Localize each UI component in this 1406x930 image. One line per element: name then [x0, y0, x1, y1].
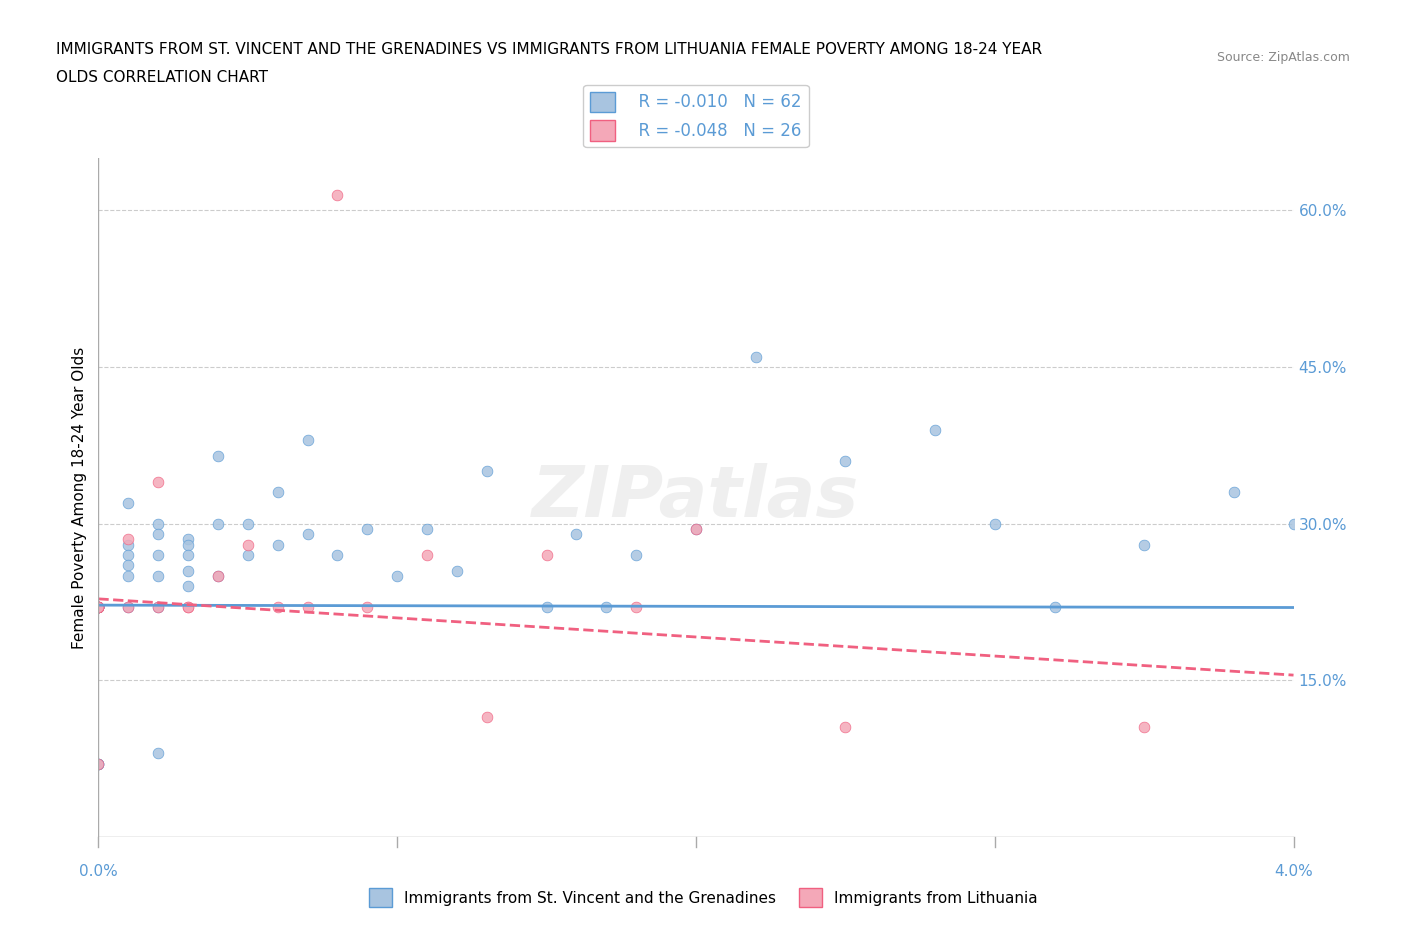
Point	[236, 538, 259, 552]
Point	[267, 485, 290, 499]
Point	[148, 526, 170, 541]
Point	[87, 756, 110, 771]
Point	[267, 600, 290, 615]
Point	[117, 538, 139, 552]
Point	[1133, 720, 1156, 735]
Point	[207, 448, 229, 463]
Legend:   R = -0.010   N = 62,   R = -0.048   N = 26: R = -0.010 N = 62, R = -0.048 N = 26	[583, 85, 808, 147]
Point	[148, 600, 170, 615]
Point	[87, 600, 110, 615]
Point	[87, 600, 110, 615]
Point	[385, 568, 409, 583]
Point	[297, 432, 319, 447]
Point	[87, 600, 110, 615]
Point	[87, 756, 110, 771]
Point	[148, 746, 170, 761]
Point	[595, 600, 617, 615]
Point	[207, 516, 229, 531]
Text: 0.0%: 0.0%	[79, 864, 118, 879]
Y-axis label: Female Poverty Among 18-24 Year Olds: Female Poverty Among 18-24 Year Olds	[72, 347, 87, 649]
Point	[416, 522, 439, 537]
Point	[117, 600, 139, 615]
Point	[983, 516, 1005, 531]
Point	[177, 564, 200, 578]
Point	[117, 548, 139, 563]
Point	[87, 600, 110, 615]
Point	[536, 600, 558, 615]
Point	[236, 516, 259, 531]
Point	[117, 496, 139, 511]
Point	[416, 548, 439, 563]
Point	[87, 756, 110, 771]
Point	[117, 532, 139, 547]
Text: IMMIGRANTS FROM ST. VINCENT AND THE GRENADINES VS IMMIGRANTS FROM LITHUANIA FEMA: IMMIGRANTS FROM ST. VINCENT AND THE GREN…	[56, 42, 1042, 57]
Point	[1282, 516, 1305, 531]
Point	[207, 568, 229, 583]
Point	[87, 756, 110, 771]
Point	[1402, 600, 1406, 615]
Point	[1043, 600, 1066, 615]
Point	[356, 522, 378, 537]
Point	[475, 464, 498, 479]
Point	[624, 600, 647, 615]
Point	[1222, 485, 1246, 499]
Point	[745, 349, 768, 364]
Point	[207, 568, 229, 583]
Point	[117, 568, 139, 583]
Point	[87, 600, 110, 615]
Point	[148, 568, 170, 583]
Point	[326, 548, 349, 563]
Point	[87, 600, 110, 615]
Text: OLDS CORRELATION CHART: OLDS CORRELATION CHART	[56, 70, 269, 85]
Point	[177, 532, 200, 547]
Point	[177, 578, 200, 593]
Point	[177, 538, 200, 552]
Point	[536, 548, 558, 563]
Point	[87, 600, 110, 615]
Point	[924, 422, 946, 437]
Text: Source: ZipAtlas.com: Source: ZipAtlas.com	[1216, 51, 1350, 64]
Point	[148, 474, 170, 489]
Point	[834, 454, 856, 469]
Point	[117, 558, 139, 573]
Point	[177, 600, 200, 615]
Point	[685, 522, 707, 537]
Point	[297, 600, 319, 615]
Point	[148, 516, 170, 531]
Point	[87, 600, 110, 615]
Point	[87, 600, 110, 615]
Point	[356, 600, 378, 615]
Point	[87, 600, 110, 615]
Point	[148, 548, 170, 563]
Point	[326, 187, 349, 202]
Point	[87, 600, 110, 615]
Legend: Immigrants from St. Vincent and the Grenadines, Immigrants from Lithuania: Immigrants from St. Vincent and the Gren…	[363, 883, 1043, 913]
Point	[446, 564, 468, 578]
Point	[565, 526, 588, 541]
Text: ZIPatlas: ZIPatlas	[533, 463, 859, 532]
Point	[177, 600, 200, 615]
Point	[87, 600, 110, 615]
Point	[1133, 538, 1156, 552]
Point	[685, 522, 707, 537]
Text: 4.0%: 4.0%	[1274, 864, 1313, 879]
Point	[297, 526, 319, 541]
Point	[177, 548, 200, 563]
Point	[475, 710, 498, 724]
Point	[148, 600, 170, 615]
Point	[624, 548, 647, 563]
Point	[236, 548, 259, 563]
Point	[87, 600, 110, 615]
Point	[267, 538, 290, 552]
Point	[1343, 558, 1365, 573]
Point	[117, 600, 139, 615]
Point	[834, 720, 856, 735]
